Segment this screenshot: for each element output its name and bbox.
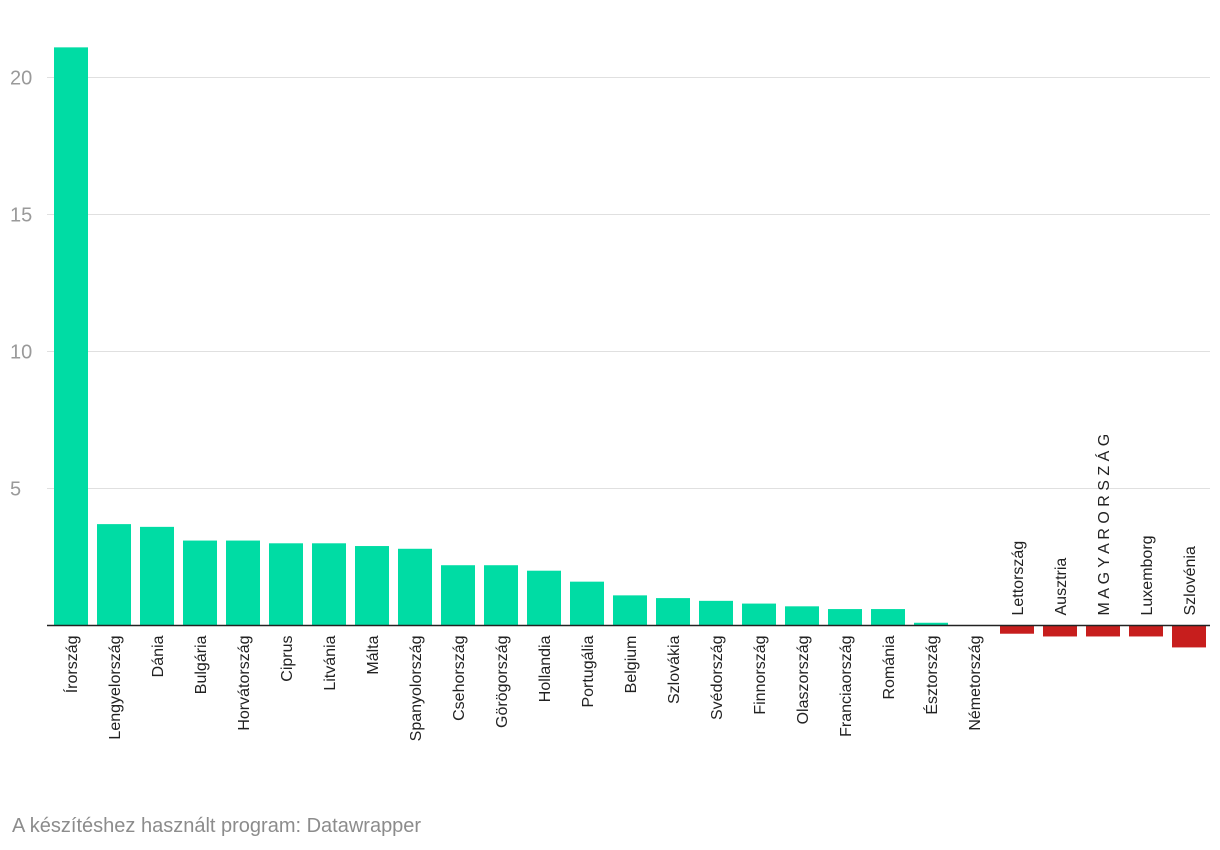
category-label: Spanyolország	[408, 636, 425, 742]
footer-credit: A készítéshez használt program: Datawrap…	[12, 815, 422, 837]
category-label: Románia	[881, 635, 898, 699]
category-labels: Írország Lengyelország Dánia Bulgária Horvát…	[62, 434, 1199, 742]
category-label: Görögország	[494, 636, 511, 729]
bar	[1172, 625, 1206, 648]
bar	[1129, 625, 1163, 637]
category-label: Málta	[365, 635, 382, 674]
category-label: Lengyelország	[107, 636, 124, 740]
bar	[269, 543, 303, 626]
category-label: Lettország	[1010, 541, 1027, 616]
category-label: Írország	[62, 636, 81, 694]
y-tick-label: 10	[10, 342, 32, 364]
bar	[914, 622, 948, 626]
bar	[312, 543, 346, 626]
category-label: Belgium	[623, 636, 640, 694]
y-tick-label: 15	[10, 205, 32, 227]
bar	[54, 47, 88, 626]
category-label: Észtország	[922, 636, 941, 715]
bar	[570, 581, 604, 626]
bar	[484, 565, 518, 626]
chart-area: 5 10 15 20 Írország Lengyelország Dánia Bulgár…	[10, 47, 1210, 742]
category-label: Franciaország	[838, 636, 855, 737]
bar	[226, 540, 260, 626]
bar	[656, 598, 690, 626]
category-label: Szlovénia	[1182, 546, 1199, 615]
bar	[140, 526, 174, 626]
bar	[97, 524, 131, 626]
bar	[527, 570, 561, 626]
bar	[828, 609, 862, 626]
category-label: Finnország	[752, 636, 769, 715]
bar	[699, 600, 733, 626]
bar	[398, 548, 432, 626]
category-label: Olaszország	[795, 636, 812, 725]
category-label: Litvánia	[322, 635, 339, 690]
bar	[785, 606, 819, 626]
bar	[613, 595, 647, 626]
bar-chart: 5 10 15 20 Írország Lengyelország Dánia Bulgár…	[10, 47, 1210, 742]
category-label: Svédország	[709, 636, 726, 721]
category-label: Szlovákia	[666, 635, 683, 704]
y-axis-ticks: 5 10 15 20	[10, 68, 32, 501]
category-label: Portugália	[580, 635, 597, 707]
gridlines	[47, 77, 1210, 489]
category-label: Hollandia	[537, 635, 554, 702]
bar	[871, 609, 905, 626]
bars	[54, 47, 1206, 648]
y-tick-label: 5	[10, 479, 21, 501]
bar	[742, 603, 776, 626]
bar	[441, 565, 475, 626]
bar	[183, 540, 217, 626]
bar	[355, 546, 389, 626]
category-label: Csehország	[451, 636, 468, 721]
category-label: M A G Y A R O R S Z Á G	[1094, 434, 1113, 616]
category-label: Ausztria	[1053, 558, 1070, 616]
bar	[1043, 625, 1077, 637]
category-label: Bulgária	[193, 635, 210, 694]
category-label: Ciprus	[279, 636, 296, 682]
category-label: Németország	[967, 636, 984, 731]
bar	[1086, 625, 1120, 637]
category-label: Dánia	[150, 635, 167, 677]
category-label: Luxemborg	[1139, 535, 1156, 615]
y-tick-label: 20	[10, 68, 32, 90]
bar	[1000, 625, 1034, 634]
category-label: Horvátország	[236, 636, 253, 731]
